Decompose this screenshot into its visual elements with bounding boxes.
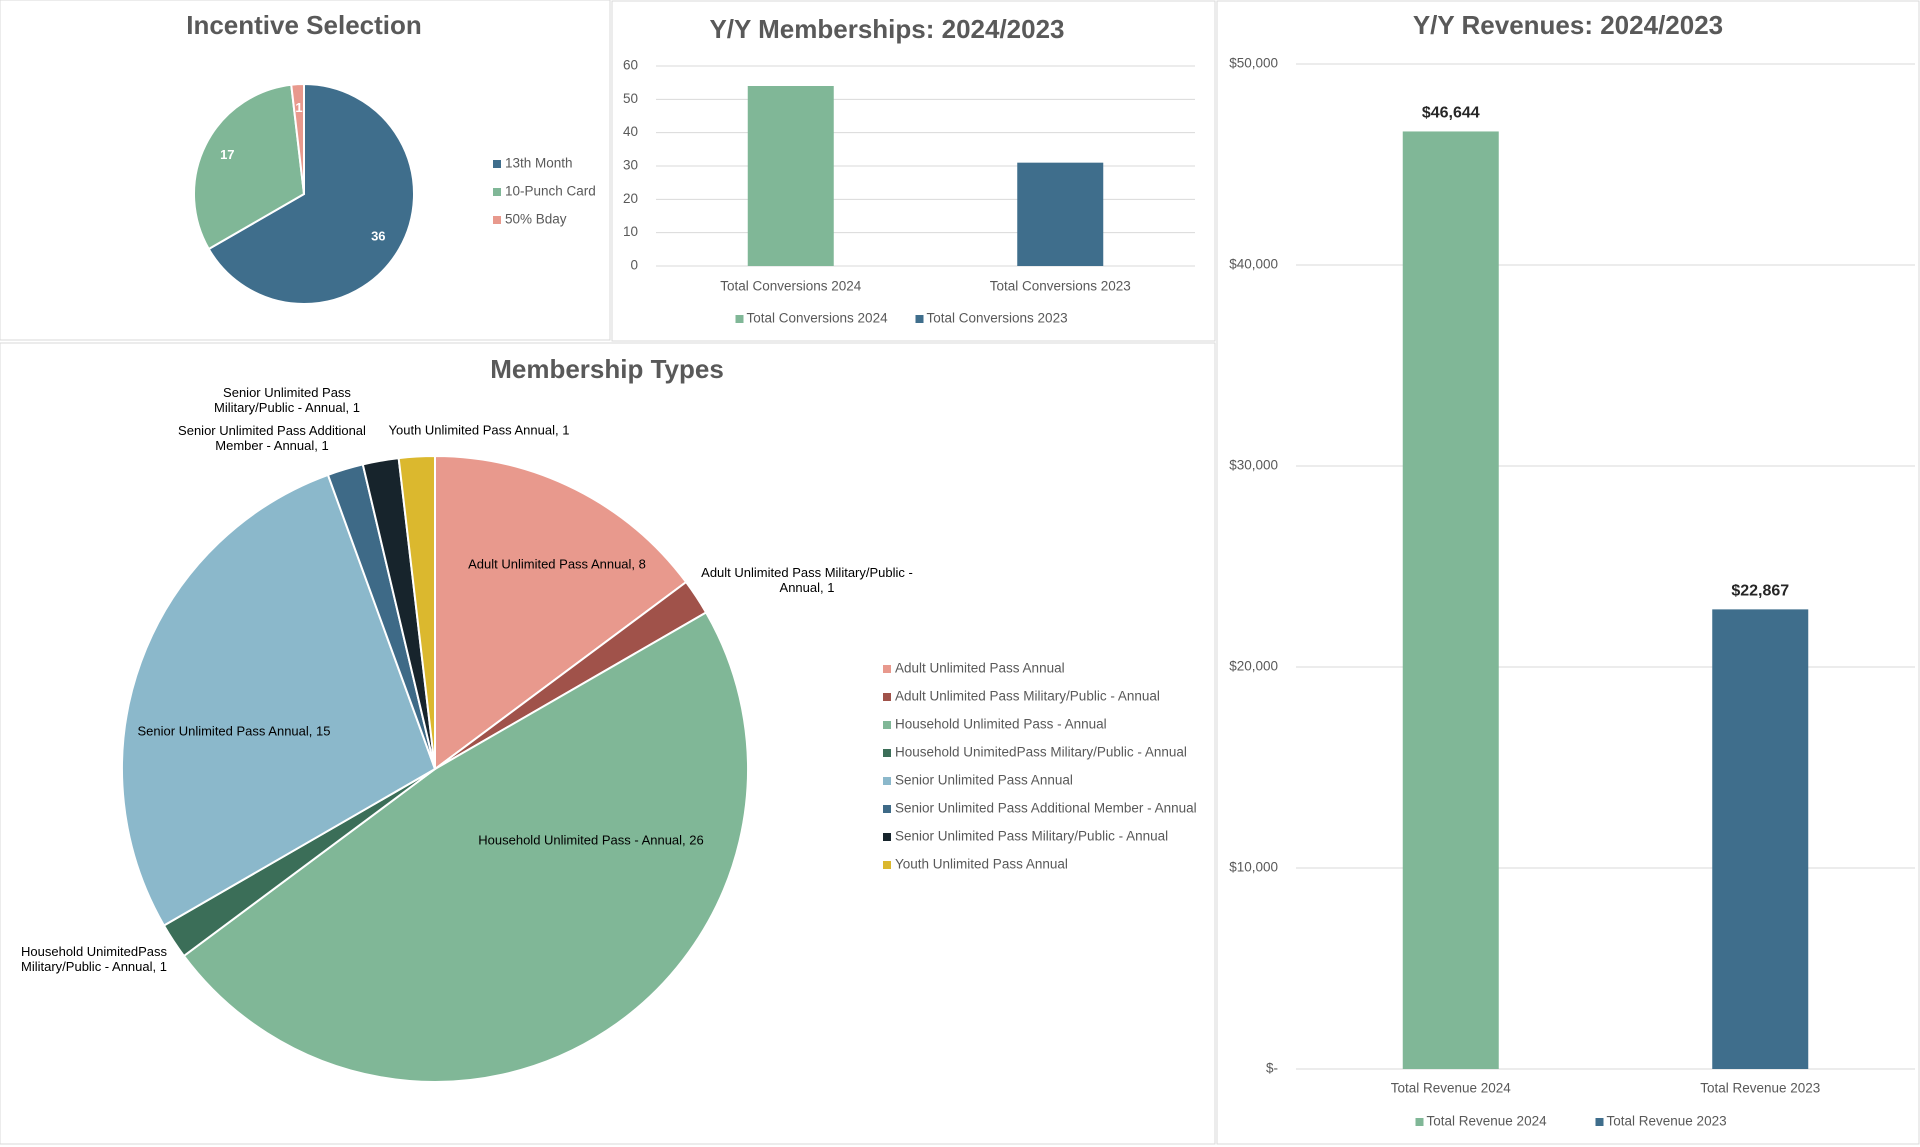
y-tick-label: 30 — [623, 158, 638, 173]
legend-label: Adult Unlimited Pass Military/Public - A… — [895, 689, 1160, 704]
pie-slice — [121, 473, 437, 927]
legend-label: Total Revenue 2024 — [1427, 1114, 1548, 1129]
legend-label: Household UnimitedPass Military/Public -… — [895, 745, 1187, 760]
y-tick-label: 40 — [623, 124, 638, 139]
x-tick-label: Total Conversions 2024 — [720, 279, 862, 294]
legend-swatch — [493, 160, 501, 168]
bar — [1017, 162, 1104, 266]
legend-swatch — [883, 693, 891, 701]
chart-title: Incentive Selection — [186, 10, 422, 40]
y-tick-label: 10 — [623, 224, 638, 239]
x-tick-label: Total Revenue 2023 — [1700, 1081, 1820, 1096]
legend-swatch — [493, 188, 501, 196]
legend-swatch — [883, 749, 891, 757]
panel — [1216, 0, 1920, 1145]
legend-swatch — [493, 216, 501, 224]
legend-label: Adult Unlimited Pass Annual — [895, 661, 1065, 676]
legend-swatch — [1595, 1118, 1604, 1126]
data-label: 36 — [371, 228, 385, 243]
data-label: Senior Unlimited Pass Annual, 15 — [137, 723, 331, 739]
y-tick-label: 60 — [623, 58, 638, 73]
legend-label: Senior Unlimited Pass Additional Member … — [895, 801, 1197, 816]
y-tick-label: 20 — [623, 191, 638, 206]
chart-title: Y/Y Memberships: 2024/2023 — [709, 14, 1064, 44]
y-tick-label: $30,000 — [1229, 458, 1278, 473]
chart-title: Y/Y Revenues: 2024/2023 — [1413, 10, 1723, 40]
pie-slice — [207, 82, 415, 305]
legend-label: Household Unlimited Pass - Annual — [895, 717, 1107, 732]
legend-swatch — [883, 721, 891, 729]
x-tick-label: Total Conversions 2023 — [990, 279, 1131, 294]
legend-label: 13th Month — [505, 156, 573, 171]
legend-swatch — [883, 833, 891, 841]
data-label: Senior Unlimited Pass Additional Member … — [178, 423, 366, 453]
y-tick-label: 0 — [630, 258, 638, 273]
legend-label: Total Conversions 2024 — [747, 311, 889, 326]
bar — [1402, 131, 1499, 1070]
pie-slice — [193, 83, 306, 251]
y-tick-label: 50 — [623, 91, 638, 106]
bar — [1712, 609, 1809, 1069]
data-label: Household UnimitedPass Military/Public -… — [21, 944, 167, 974]
legend-label: Total Revenue 2023 — [1607, 1114, 1727, 1129]
legend-label: Youth Unlimited Pass Annual — [895, 857, 1068, 872]
legend-swatch — [883, 861, 891, 869]
chart-title: Membership Types — [490, 354, 724, 384]
pie-slice — [182, 611, 749, 1084]
legend-swatch — [883, 777, 891, 785]
legend-swatch — [915, 315, 924, 323]
x-tick-label: Total Revenue 2024 — [1391, 1081, 1512, 1096]
legend-label: 10-Punch Card — [505, 184, 596, 199]
legend-label: 50% Bday — [505, 212, 567, 227]
y-tick-label: $20,000 — [1229, 659, 1278, 674]
data-label: Household Unlimited Pass - Annual, 26 — [478, 832, 704, 848]
data-label: $46,644 — [1422, 105, 1480, 122]
y-tick-label: $50,000 — [1229, 56, 1278, 71]
legend-label: Senior Unlimited Pass Military/Public - … — [895, 829, 1168, 844]
panel — [0, 342, 1216, 1145]
pie-slice — [397, 454, 436, 770]
pie-slice — [290, 82, 305, 195]
data-label: Senior Unlimited Pass Military/Public - … — [214, 385, 360, 415]
data-label: Youth Unlimited Pass Annual, 1 — [388, 422, 570, 438]
data-label: 17 — [220, 147, 234, 162]
data-label: Adult Unlimited Pass Annual, 8 — [468, 556, 646, 572]
legend-swatch — [883, 665, 891, 673]
data-label: $22,867 — [1731, 583, 1789, 600]
panel — [611, 0, 1216, 342]
y-tick-label: $10,000 — [1229, 860, 1278, 875]
legend-swatch — [883, 805, 891, 813]
legend-label: Senior Unlimited Pass Annual — [895, 773, 1073, 788]
data-label: 1 — [295, 100, 302, 115]
panel — [0, 0, 611, 341]
legend-label: Total Conversions 2023 — [927, 311, 1068, 326]
legend-swatch — [735, 315, 744, 323]
bar — [747, 86, 834, 266]
y-tick-label: $- — [1266, 1061, 1278, 1076]
y-tick-label: $40,000 — [1229, 257, 1278, 272]
data-label: Adult Unlimited Pass Military/Public - A… — [701, 565, 913, 595]
pie-slice — [434, 454, 688, 771]
legend-swatch — [1415, 1118, 1424, 1126]
